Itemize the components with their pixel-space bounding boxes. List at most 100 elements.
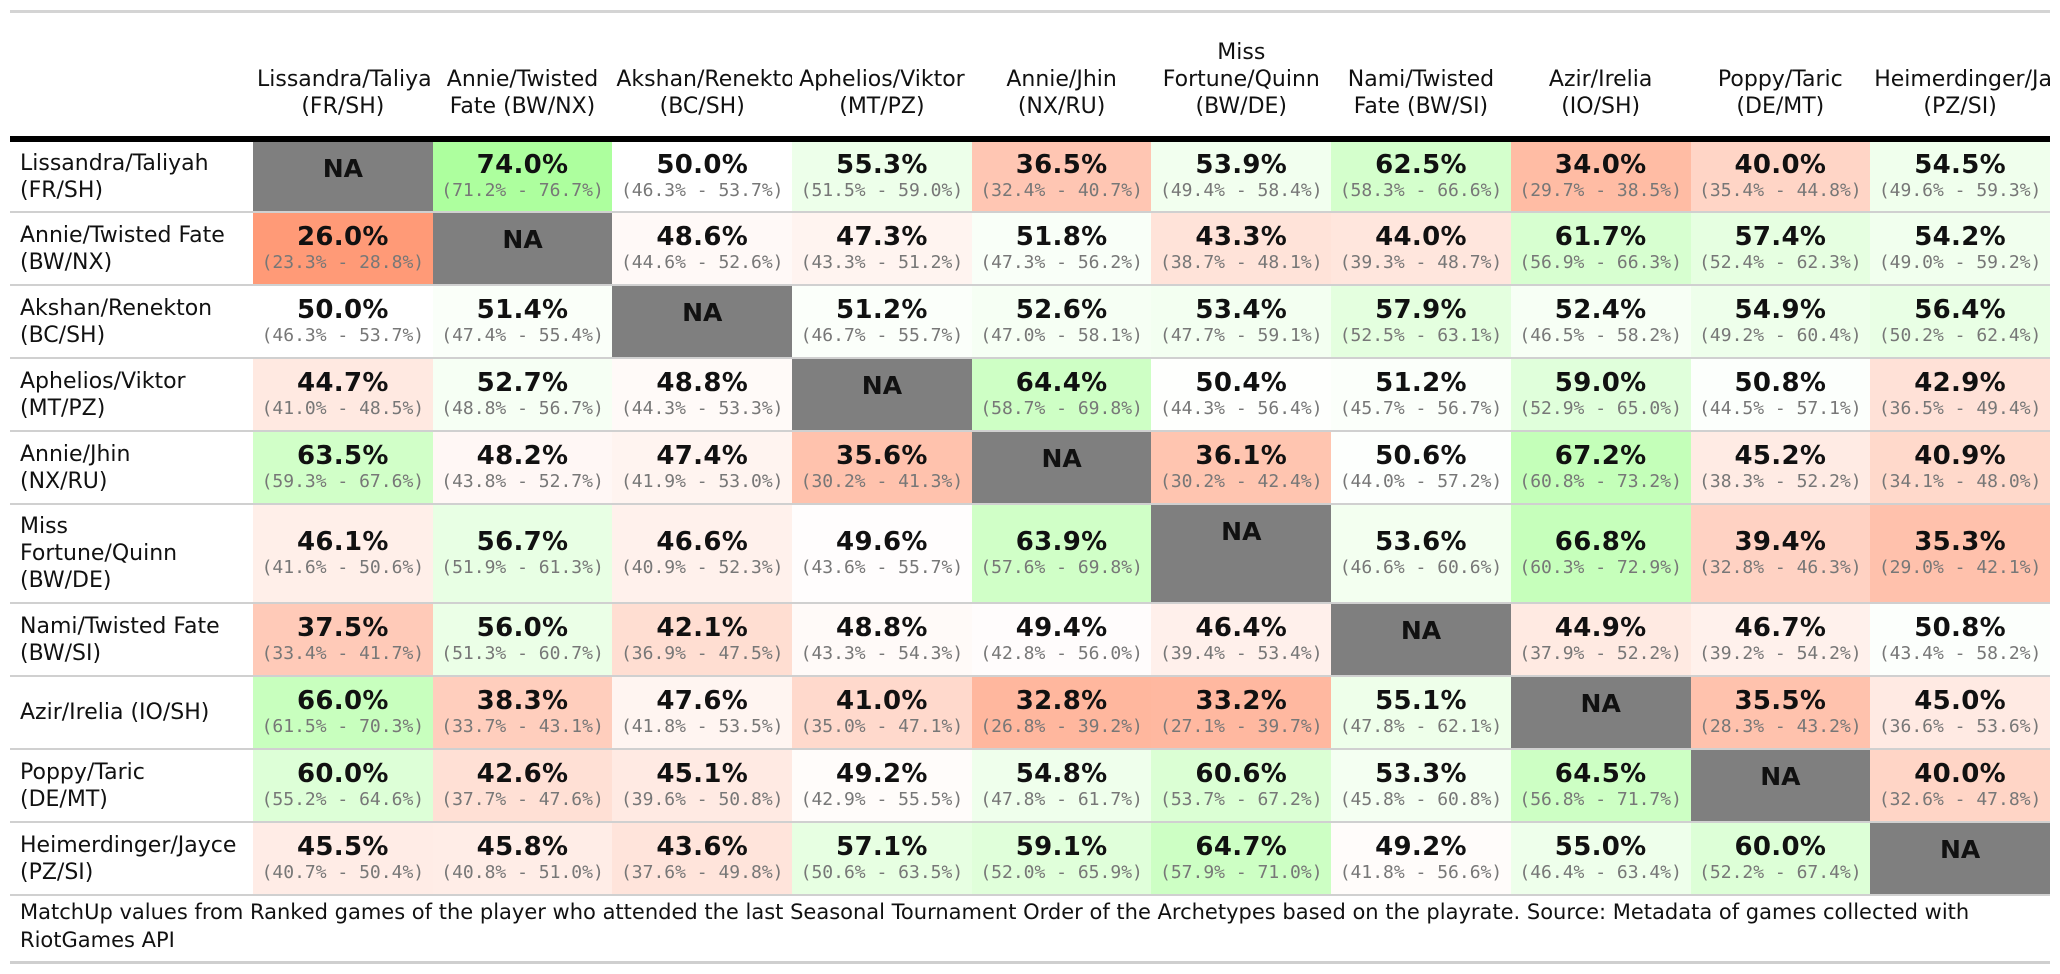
winrate-value: 64.5%: [1554, 758, 1647, 789]
confidence-interval: (61.5% - 70.3%): [261, 715, 425, 737]
winrate-value: 46.6%: [656, 526, 749, 557]
matchup-cell: 40.0% (35.4% - 44.8%): [1690, 139, 1871, 213]
matchup-cell: 44.0% (39.3% - 48.7%): [1331, 212, 1511, 286]
confidence-interval: (40.9% - 52.3%): [620, 556, 784, 578]
winrate-value: 57.4%: [1734, 221, 1827, 252]
winrate-value: 45.1%: [656, 758, 749, 789]
winrate-value: 50.0%: [656, 149, 749, 180]
winrate-value: 38.3%: [476, 685, 569, 716]
winrate-value: 34.0%: [1554, 149, 1647, 180]
matchup-cell: 53.6% (46.6% - 60.6%): [1331, 504, 1511, 604]
matchup-cell: 63.5% (59.3% - 67.6%): [253, 431, 433, 505]
matchup-cell: 59.0% (52.9% - 65.0%): [1510, 358, 1691, 432]
matchup-cell: 40.9% (34.1% - 48.0%): [1870, 431, 2050, 505]
na-cell: NA: [971, 431, 1152, 505]
winrate-value: 54.2%: [1914, 221, 2006, 252]
row-header: Poppy/Taric (DE/MT): [10, 749, 253, 823]
confidence-interval: (41.9% - 53.0%): [620, 470, 784, 492]
matchup-cell: 60.6% (53.7% - 67.2%): [1151, 749, 1332, 823]
confidence-interval: (53.7% - 67.2%): [1160, 788, 1323, 810]
column-header-label: Lissandra/Taliyah (FR/SH): [257, 67, 433, 119]
confidence-interval: (41.0% - 48.5%): [261, 397, 425, 419]
matchup-cell: 52.7% (48.8% - 56.7%): [432, 358, 613, 432]
winrate-value: 41.0%: [836, 685, 928, 716]
matchup-cell: 44.9% (37.9% - 52.2%): [1510, 603, 1691, 677]
matchup-cell: 45.0% (36.6% - 53.6%): [1870, 676, 2050, 750]
matchup-cell: 38.3% (33.7% - 43.1%): [432, 676, 613, 750]
winrate-value: 49.2%: [1375, 831, 1467, 862]
column-header: Annie/Twisted Fate (BW/NX): [432, 14, 613, 142]
confidence-interval: (34.1% - 48.0%): [1878, 470, 2042, 492]
na-cell: NA: [1690, 749, 1871, 823]
matchup-cell: 54.5% (49.6% - 59.3%): [1870, 139, 2050, 213]
winrate-value: 40.9%: [1914, 440, 2006, 471]
row-header-label: Akshan/Renekton (BC/SH): [20, 295, 213, 348]
winrate-value: 40.0%: [1914, 758, 2006, 789]
winrate-value: 35.5%: [1734, 685, 1827, 716]
bottom-rule: [10, 961, 2050, 964]
confidence-interval: (43.3% - 51.2%): [800, 251, 964, 273]
na-cell: NA: [1870, 822, 2050, 896]
winrate-value: 39.4%: [1734, 526, 1827, 557]
winrate-value: 61.7%: [1554, 221, 1647, 252]
confidence-interval: (47.7% - 59.1%): [1160, 324, 1323, 346]
na-cell: NA: [253, 139, 433, 213]
matchup-cell: 51.2% (45.7% - 56.7%): [1331, 358, 1511, 432]
winrate-value: 63.9%: [1015, 526, 1108, 557]
matchup-cell: 50.0% (46.3% - 53.7%): [612, 139, 793, 213]
confidence-interval: (45.8% - 60.8%): [1339, 788, 1503, 810]
table-row: Nami/Twisted Fate (BW/SI) 37.5% (33.4% - 41…: [10, 603, 2050, 677]
matchup-cell: 47.4% (41.9% - 53.0%): [612, 431, 793, 505]
column-header-label: Nami/Twisted Fate (BW/SI): [1347, 67, 1495, 119]
winrate-value: 50.4%: [1195, 367, 1288, 398]
winrate-value: 50.0%: [296, 294, 389, 325]
matchup-cell: 57.1% (50.6% - 63.5%): [792, 822, 972, 896]
column-header: Poppy/Taric (DE/MT): [1690, 14, 1871, 142]
winrate-value: 51.8%: [1015, 221, 1108, 252]
matchup-cell: 45.8% (40.8% - 51.0%): [432, 822, 613, 896]
confidence-interval: (33.7% - 43.1%): [441, 715, 604, 737]
confidence-interval: (71.2% - 76.7%): [441, 179, 604, 201]
confidence-interval: (37.9% - 52.2%): [1519, 642, 1682, 664]
winrate-value: 53.9%: [1195, 149, 1288, 180]
winrate-value: 47.6%: [656, 685, 749, 716]
confidence-interval: (50.2% - 62.4%): [1878, 324, 2042, 346]
matchup-cell: 48.8% (43.3% - 54.3%): [792, 603, 972, 677]
winrate-value: 48.6%: [656, 221, 749, 252]
row-header: Lissandra/Taliyah (FR/SH): [10, 139, 253, 213]
confidence-interval: (32.4% - 40.7%): [980, 179, 1143, 201]
matchup-cell: 50.6% (44.0% - 57.2%): [1331, 431, 1511, 505]
na-cell: NA: [792, 358, 972, 432]
winrate-value: 51.2%: [1375, 367, 1467, 398]
confidence-interval: (46.5% - 58.2%): [1519, 324, 1682, 346]
confidence-interval: (46.4% - 63.4%): [1519, 861, 1682, 883]
confidence-interval: (41.8% - 56.6%): [1339, 861, 1503, 883]
matchup-cell: 54.9% (49.2% - 60.4%): [1690, 285, 1871, 359]
table-row: Akshan/Renekton (BC/SH) 50.0% (46.3% - 53.7…: [10, 285, 2050, 359]
confidence-interval: (57.6% - 69.8%): [980, 556, 1143, 578]
confidence-interval: (35.4% - 44.8%): [1699, 179, 1862, 201]
confidence-interval: (42.8% - 56.0%): [980, 642, 1143, 664]
matchup-cell: 43.3% (38.7% - 48.1%): [1151, 212, 1332, 286]
winrate-value: 62.5%: [1375, 149, 1467, 180]
winrate-value: 74.0%: [476, 149, 569, 180]
na-label: NA: [1939, 835, 1981, 864]
matchup-cell: 51.4% (47.4% - 55.4%): [432, 285, 613, 359]
winrate-value: 46.7%: [1734, 612, 1827, 643]
row-header-label: Azir/Irelia (IO/SH): [20, 700, 210, 725]
confidence-interval: (41.8% - 53.5%): [620, 715, 784, 737]
winrate-value: 55.1%: [1375, 685, 1467, 716]
confidence-interval: (42.9% - 55.5%): [800, 788, 964, 810]
column-header-label: Aphelios/Viktor (MT/PZ): [799, 67, 965, 119]
winrate-value: 26.0%: [296, 221, 389, 252]
confidence-interval: (60.8% - 73.2%): [1519, 470, 1682, 492]
matchup-cell: 64.7% (57.9% - 71.0%): [1151, 822, 1332, 896]
row-header-label: Annie/Jhin (NX/RU): [20, 441, 131, 494]
confidence-interval: (47.4% - 55.4%): [441, 324, 604, 346]
confidence-interval: (43.6% - 55.7%): [800, 556, 964, 578]
winrate-value: 45.5%: [296, 831, 389, 862]
matchup-cell: 66.0% (61.5% - 70.3%): [253, 676, 433, 750]
matchup-cell: 50.0% (46.3% - 53.7%): [253, 285, 433, 359]
winrate-value: 32.8%: [1015, 685, 1108, 716]
confidence-interval: (52.9% - 65.0%): [1519, 397, 1682, 419]
